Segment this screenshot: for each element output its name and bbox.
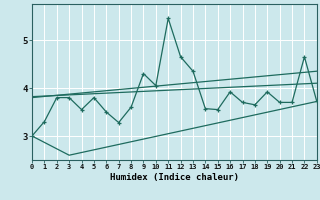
- X-axis label: Humidex (Indice chaleur): Humidex (Indice chaleur): [110, 173, 239, 182]
